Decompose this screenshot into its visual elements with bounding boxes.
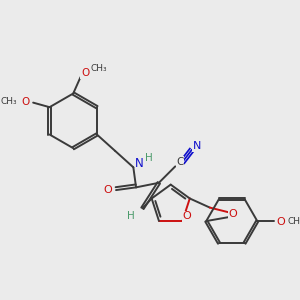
Text: CH₃: CH₃ xyxy=(287,218,300,226)
Text: H: H xyxy=(127,211,134,220)
Text: C: C xyxy=(176,157,184,167)
Text: CH₃: CH₃ xyxy=(90,64,107,74)
Text: O: O xyxy=(81,68,89,79)
Text: O: O xyxy=(103,185,112,195)
Text: O: O xyxy=(277,217,285,227)
Text: O: O xyxy=(22,97,30,107)
Text: O: O xyxy=(228,209,237,219)
Text: H: H xyxy=(145,153,153,163)
Text: O: O xyxy=(183,211,191,221)
Text: CH₃: CH₃ xyxy=(0,97,17,106)
Text: N: N xyxy=(193,141,201,152)
Text: N: N xyxy=(135,157,144,170)
